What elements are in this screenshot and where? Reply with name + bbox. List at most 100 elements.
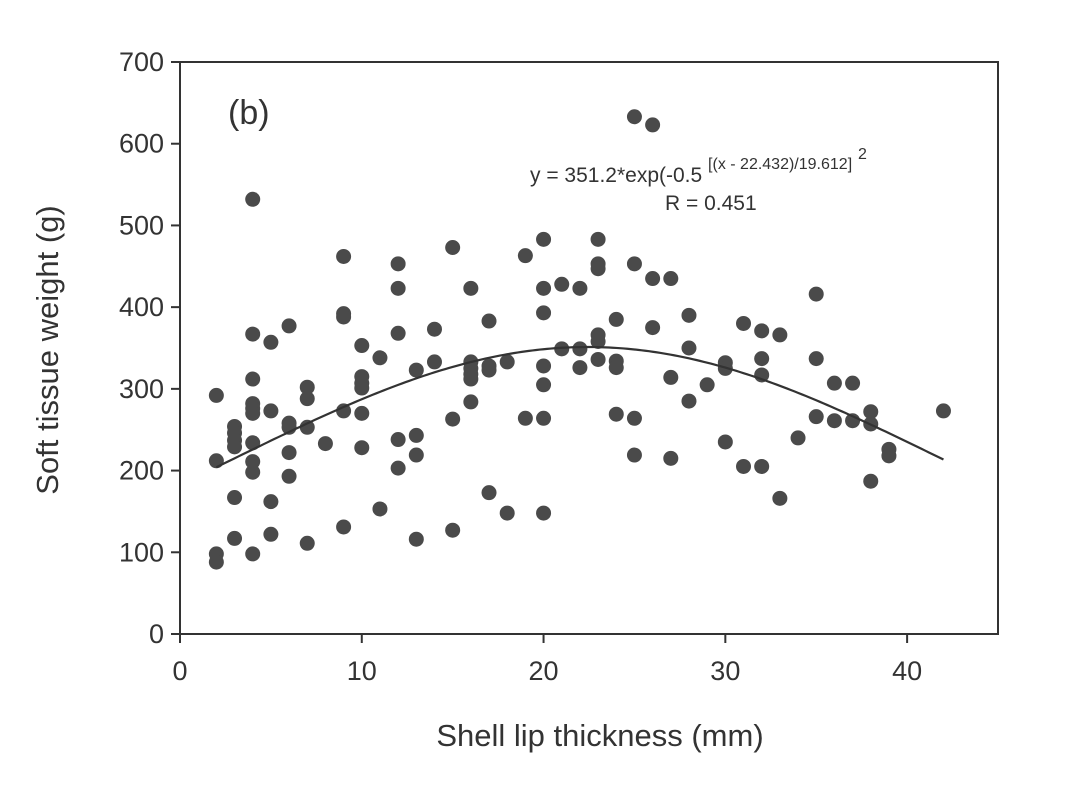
data-point xyxy=(572,341,588,357)
data-point xyxy=(536,358,552,374)
data-point xyxy=(390,460,406,476)
x-axis: 0 10 20 30 40 xyxy=(172,634,922,686)
data-point xyxy=(536,231,552,247)
data-point xyxy=(935,403,951,419)
data-point xyxy=(263,494,279,510)
data-point xyxy=(863,473,879,489)
data-point xyxy=(590,351,606,367)
data-point xyxy=(536,280,552,296)
data-point xyxy=(645,271,661,287)
x-tick-label: 30 xyxy=(710,656,740,686)
data-point xyxy=(645,117,661,133)
fit-r-value: R = 0.451 xyxy=(665,192,757,215)
data-point xyxy=(208,554,224,570)
data-point xyxy=(245,326,261,342)
y-tick-label: 400 xyxy=(119,292,164,322)
data-point xyxy=(336,309,352,325)
data-point xyxy=(281,318,297,334)
data-point xyxy=(245,405,261,421)
data-point xyxy=(499,354,515,370)
data-point xyxy=(245,454,261,470)
x-tick-label: 40 xyxy=(892,656,922,686)
data-point xyxy=(826,413,842,429)
data-point xyxy=(663,271,679,287)
data-point xyxy=(845,375,861,391)
data-point xyxy=(663,369,679,385)
data-point xyxy=(390,325,406,341)
fit-curve xyxy=(215,345,944,469)
y-tick-label: 700 xyxy=(119,47,164,77)
data-point xyxy=(281,468,297,484)
data-point xyxy=(626,447,642,463)
data-point xyxy=(299,419,315,435)
data-point xyxy=(354,338,370,354)
data-point xyxy=(481,313,497,329)
data-point xyxy=(536,305,552,321)
data-point xyxy=(554,276,570,292)
y-tick-label: 200 xyxy=(119,456,164,486)
y-tick-label: 100 xyxy=(119,537,164,567)
x-tick-label: 10 xyxy=(347,656,377,686)
data-point xyxy=(445,411,461,427)
data-point xyxy=(263,403,279,419)
data-point xyxy=(463,371,479,387)
data-point xyxy=(754,323,770,339)
data-point xyxy=(772,490,788,506)
y-tick-label: 300 xyxy=(119,374,164,404)
data-point xyxy=(426,321,442,337)
data-point xyxy=(227,530,243,546)
data-point xyxy=(227,439,243,455)
fit-equation-exponent: [(x - 22.432)/19.612] xyxy=(708,156,852,173)
data-point xyxy=(681,307,697,323)
y-axis-title: Soft tissue weight (g) xyxy=(30,205,65,494)
data-point xyxy=(390,432,406,448)
y-tick-label: 600 xyxy=(119,129,164,159)
data-point xyxy=(863,404,879,420)
data-point xyxy=(299,391,315,407)
data-point xyxy=(317,436,333,452)
data-point xyxy=(717,434,733,450)
data-point xyxy=(390,256,406,272)
data-point xyxy=(499,505,515,521)
fit-equation-main: y = 351.2*exp(-0.5 xyxy=(530,164,702,187)
data-point xyxy=(481,485,497,501)
data-point xyxy=(372,501,388,517)
data-point xyxy=(281,445,297,461)
data-point xyxy=(736,315,752,331)
data-point xyxy=(790,430,806,446)
data-point xyxy=(590,231,606,247)
data-point xyxy=(354,380,370,396)
data-point xyxy=(354,405,370,421)
data-point xyxy=(245,546,261,562)
data-point xyxy=(681,340,697,356)
data-point xyxy=(808,409,824,425)
x-tick-label: 20 xyxy=(529,656,559,686)
data-point xyxy=(263,526,279,542)
data-point xyxy=(590,261,606,277)
data-point xyxy=(608,406,624,422)
data-point xyxy=(463,280,479,296)
data-point xyxy=(626,410,642,426)
data-point xyxy=(754,458,770,474)
data-point xyxy=(208,387,224,403)
data-point xyxy=(445,522,461,538)
data-point xyxy=(536,410,552,426)
data-point xyxy=(772,327,788,343)
data-point xyxy=(626,109,642,125)
data-point xyxy=(608,311,624,327)
data-point xyxy=(808,351,824,367)
data-point xyxy=(263,334,279,350)
data-point xyxy=(245,371,261,387)
data-point xyxy=(372,350,388,366)
data-point xyxy=(536,377,552,393)
x-tick-label: 0 xyxy=(172,656,187,686)
data-point xyxy=(681,393,697,409)
y-axis: 0 100 200 300 400 500 600 700 xyxy=(119,47,180,649)
panel-label: (b) xyxy=(228,94,270,132)
data-point xyxy=(227,490,243,506)
data-points xyxy=(208,109,951,570)
data-point xyxy=(699,377,715,393)
data-point xyxy=(517,410,533,426)
data-point xyxy=(408,531,424,547)
